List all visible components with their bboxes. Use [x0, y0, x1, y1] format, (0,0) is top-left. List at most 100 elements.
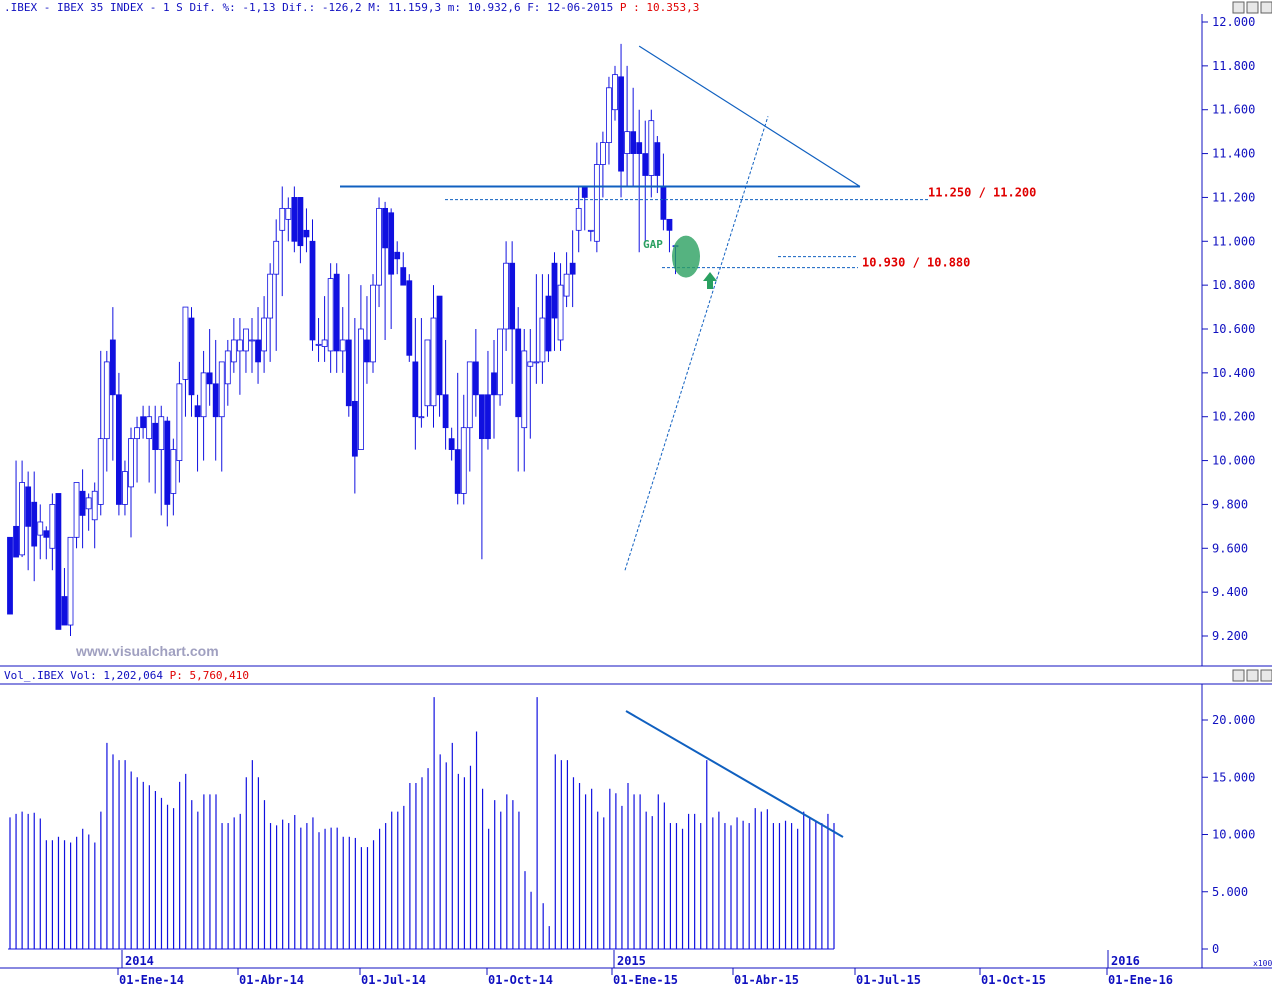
candle-bear — [43, 530, 50, 538]
candle-bull — [122, 471, 128, 505]
candle-bull — [321, 339, 328, 347]
candle-bull — [273, 240, 280, 275]
price-tick-label: 9.800 — [1212, 497, 1248, 511]
price-tick-label: 10.600 — [1212, 322, 1255, 336]
month-label: 01-Abr-14 — [239, 973, 304, 987]
candle-bear — [382, 207, 389, 249]
candle-bear — [666, 218, 673, 231]
price-tick-label: 10.200 — [1212, 410, 1255, 424]
year-label: 2015 — [617, 954, 646, 968]
candle-bear — [388, 212, 395, 275]
candle-bear — [630, 131, 637, 154]
candle-bear — [164, 420, 171, 505]
candle-bull — [182, 306, 189, 380]
up-arrow-icon — [703, 272, 717, 289]
candle-bull — [612, 74, 618, 111]
candle-bull — [73, 482, 80, 538]
month-label: 01-Ene-15 — [613, 973, 678, 987]
price-tick-label: 11.800 — [1212, 59, 1255, 73]
candle-bear — [472, 361, 479, 396]
volume-bars — [8, 697, 844, 950]
candle-bull — [575, 207, 582, 231]
candle-bear — [303, 229, 310, 238]
candle-bear — [485, 394, 491, 440]
upper-trend-line — [638, 45, 861, 187]
year-label: 2016 — [1111, 954, 1140, 968]
candle-bull — [170, 449, 177, 494]
candle-bear — [345, 339, 352, 407]
candle-bear — [654, 142, 661, 176]
candle-bear — [551, 262, 558, 319]
candle-bear — [291, 197, 298, 242]
candle-bull — [134, 427, 140, 440]
candle-bear — [636, 142, 643, 154]
multiplier-label: x100 — [1253, 959, 1272, 968]
candle-bear — [55, 493, 62, 630]
candle-bear — [660, 186, 667, 220]
volume-trend-line — [625, 710, 844, 838]
price-tick-label: 9.200 — [1212, 629, 1248, 643]
volume-tick-label: 5.000 — [1212, 885, 1248, 899]
candle-bear — [212, 383, 219, 418]
candle-bear — [509, 262, 516, 330]
candle-bull — [563, 273, 570, 297]
candle-bull — [430, 317, 437, 407]
candle-bear — [31, 501, 38, 547]
month-label: 01-Ene-14 — [119, 973, 184, 987]
candle-bull — [424, 339, 431, 407]
candle-bull — [521, 350, 528, 429]
price-tick-label: 12.000 — [1212, 15, 1255, 29]
candle-bear — [478, 394, 485, 440]
candles — [7, 43, 679, 636]
candle-bull — [146, 416, 153, 440]
candle-bear — [206, 372, 213, 385]
candle-bear — [412, 361, 419, 418]
candle-bear — [194, 405, 201, 418]
candle-bull — [218, 361, 225, 418]
candle-bull — [91, 490, 98, 521]
candle-bull — [533, 361, 540, 364]
candle-bull — [497, 328, 503, 396]
candle-bull — [593, 164, 600, 242]
candle-bull — [339, 339, 346, 352]
price-tick-label: 11.600 — [1212, 103, 1255, 117]
price-tick-label: 10.000 — [1212, 454, 1255, 468]
candle-bull — [624, 131, 630, 154]
resistance-label: 11.250 / 11.200 — [928, 185, 1036, 199]
candle-bear — [333, 273, 340, 352]
price-header-last: P : 10.353,3 — [619, 1, 700, 14]
candle-bear — [442, 394, 449, 429]
candle-bear — [454, 449, 461, 494]
candle-bull — [557, 284, 564, 341]
candle-bear — [25, 486, 32, 527]
gap-label: GAP — [643, 238, 663, 251]
candle-bear — [618, 76, 624, 172]
price-tick-label: 10.800 — [1212, 278, 1255, 292]
watermark: www.visualchart.com — [76, 643, 219, 659]
candle-bull — [158, 416, 165, 451]
candle-bull — [279, 207, 286, 231]
candle-bull — [230, 339, 237, 363]
volume-header: Vol_.IBEX Vol: 1,202,064 P: 5,760,410 — [4, 669, 249, 682]
candle-bull — [357, 328, 364, 451]
volume-panel-controls[interactable] — [1232, 669, 1272, 682]
price-y-ticks: 12.000 11.800 11.600 11.400 11.200 11.000 10.8… — [1202, 15, 1255, 643]
candle-bull — [261, 317, 268, 352]
price-panel-controls[interactable] — [1232, 1, 1272, 14]
candle-bull — [327, 278, 334, 352]
candle-bull — [103, 361, 110, 440]
candle-bear — [116, 394, 122, 505]
price-header: .IBEX - IBEX 35 INDEX - 1 S Dif. %: -1,1… — [4, 1, 699, 14]
gap-highlight — [672, 235, 700, 278]
lower-trend-line — [624, 116, 769, 571]
candle-bear — [188, 317, 195, 396]
volume-tick-label: 0 — [1212, 942, 1219, 956]
candle-bull — [37, 521, 44, 536]
candle-bull — [97, 438, 104, 505]
candle-bear — [140, 416, 147, 429]
candle-bull — [249, 339, 255, 342]
volume-header-prefix: Vol_.IBEX Vol: 1,202,064 — [4, 669, 163, 682]
year-label: 2014 — [125, 954, 154, 968]
volume-tick-label: 10.000 — [1212, 828, 1255, 842]
